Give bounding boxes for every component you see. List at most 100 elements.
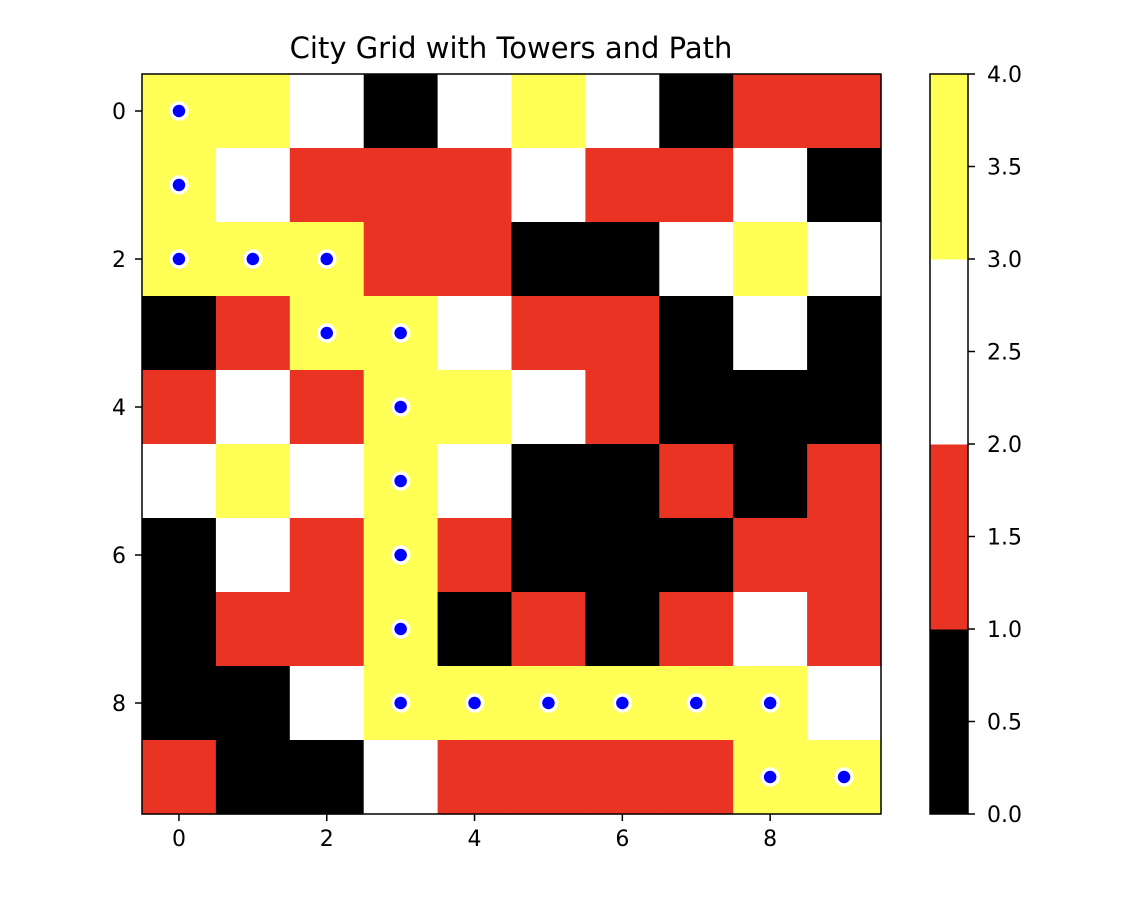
- path-marker: [390, 619, 411, 639]
- heatmap-cell: [511, 74, 586, 149]
- heatmap-cell: [733, 518, 808, 593]
- heatmap-cell: [437, 740, 513, 815]
- colorbar-band: [930, 259, 968, 445]
- heatmap-cell: [215, 666, 291, 741]
- heatmap-cell: [215, 592, 291, 667]
- heatmap-cell: [733, 148, 808, 223]
- heatmap-cell: [659, 370, 734, 445]
- x-tick-label: 0: [172, 827, 186, 852]
- heatmap-cell: [215, 296, 291, 371]
- x-tick-label: 4: [468, 827, 482, 852]
- heatmap-cell: [807, 592, 882, 667]
- heatmap-cell: [215, 148, 291, 223]
- heatmap-cell: [289, 666, 365, 741]
- heatmap-cell: [289, 592, 365, 667]
- heatmap-cell: [511, 296, 586, 371]
- y-axis: 0 2 4 6 8: [112, 100, 142, 717]
- x-tick-label: 6: [615, 827, 629, 852]
- heatmap-cell: [363, 148, 439, 223]
- path-marker: [612, 693, 633, 713]
- colorbar-tick-label: 1.5: [987, 526, 1022, 551]
- heatmap-cell: [215, 444, 291, 519]
- path-marker: [390, 693, 411, 713]
- heatmap-cell: [585, 592, 660, 667]
- heatmap-cell: [142, 296, 217, 371]
- heatmap-cell: [289, 518, 365, 593]
- path-marker: [169, 101, 189, 121]
- path-marker: [834, 767, 854, 787]
- path-marker: [390, 545, 411, 565]
- heatmap-cell: [142, 592, 217, 667]
- colorbar-band: [930, 74, 968, 260]
- heatmap-cell: [585, 740, 660, 815]
- colorbar-tick-label: 4.0: [987, 63, 1022, 88]
- heatmap-cell: [733, 444, 808, 519]
- colorbar-band: [930, 629, 968, 815]
- heatmap-cell: [289, 370, 365, 445]
- plot-frame: [141, 73, 882, 815]
- y-tick-label: 2: [112, 248, 126, 273]
- heatmap-cell: [659, 74, 734, 149]
- heatmap-cell: [437, 148, 513, 223]
- heatmap-cell: [733, 74, 808, 149]
- heatmap-cell: [289, 148, 365, 223]
- heatmap-cell: [215, 74, 291, 149]
- path-marker: [390, 471, 411, 491]
- path-marker: [760, 693, 780, 713]
- path-marker: [390, 397, 411, 417]
- path-marker: [243, 249, 263, 269]
- heatmap-cell: [511, 518, 586, 593]
- heatmap-cell: [807, 296, 882, 371]
- heatmap-cell: [289, 74, 365, 149]
- heatmap-cell: [437, 518, 513, 593]
- chart-title: City Grid with Towers and Path: [290, 31, 733, 65]
- heatmap-cell: [437, 296, 513, 371]
- heatmap-cell: [437, 444, 513, 519]
- colorbar: 0.0 0.5 1.0 1.5 2.0 2.5 3.0 3.5 4.0: [929, 63, 1022, 828]
- heatmap-cell: [659, 222, 734, 297]
- heatmap-cell: [659, 296, 734, 371]
- heatmap-cell: [511, 148, 586, 223]
- heatmap-cell: [142, 518, 217, 593]
- heatmap-cell: [585, 296, 660, 371]
- heatmap-cell: [659, 740, 734, 815]
- heatmap-cell: [585, 518, 660, 593]
- heatmap-cell: [215, 370, 291, 445]
- colorbar-band: [930, 444, 968, 630]
- heatmap-cell: [659, 148, 734, 223]
- heatmap-cell: [807, 148, 882, 223]
- heatmap-cell: [659, 592, 734, 667]
- path-marker: [390, 323, 411, 343]
- heatmap-cell: [807, 74, 882, 149]
- heatmap-cell: [733, 370, 808, 445]
- colorbar-tick-label: 1.0: [987, 618, 1022, 643]
- heatmap-cell: [511, 222, 586, 297]
- path-marker: [538, 693, 559, 713]
- colorbar-tick-label: 2.5: [987, 341, 1022, 366]
- heatmap-cell: [289, 740, 365, 815]
- heatmap-cell: [585, 74, 660, 149]
- heatmap-cell: [807, 518, 882, 593]
- heatmap-cell: [511, 444, 586, 519]
- path-marker: [686, 693, 706, 713]
- path-markers: [169, 101, 854, 787]
- path-marker: [464, 693, 485, 713]
- x-tick-label: 8: [763, 827, 777, 852]
- heatmap-cell: [585, 444, 660, 519]
- y-tick-label: 6: [112, 544, 126, 569]
- heatmap-cell: [659, 444, 734, 519]
- colorbar-tick-label: 3.0: [987, 248, 1022, 273]
- colorbar-tick-label: 3.5: [987, 156, 1022, 181]
- heatmap-cell: [585, 370, 660, 445]
- heatmap-cell: [142, 666, 217, 741]
- y-tick-label: 4: [112, 396, 126, 421]
- heatmap-cell: [215, 740, 291, 815]
- path-marker: [169, 249, 189, 269]
- colorbar-ticks: 0.0 0.5 1.0 1.5 2.0 2.5 3.0 3.5 4.0: [968, 63, 1022, 828]
- heatmap-cell: [733, 296, 808, 371]
- heatmap-cell: [807, 222, 882, 297]
- heatmap-cell: [142, 444, 217, 519]
- x-axis: 0 2 4 6 8: [172, 814, 777, 852]
- heatmap-cell: [807, 370, 882, 445]
